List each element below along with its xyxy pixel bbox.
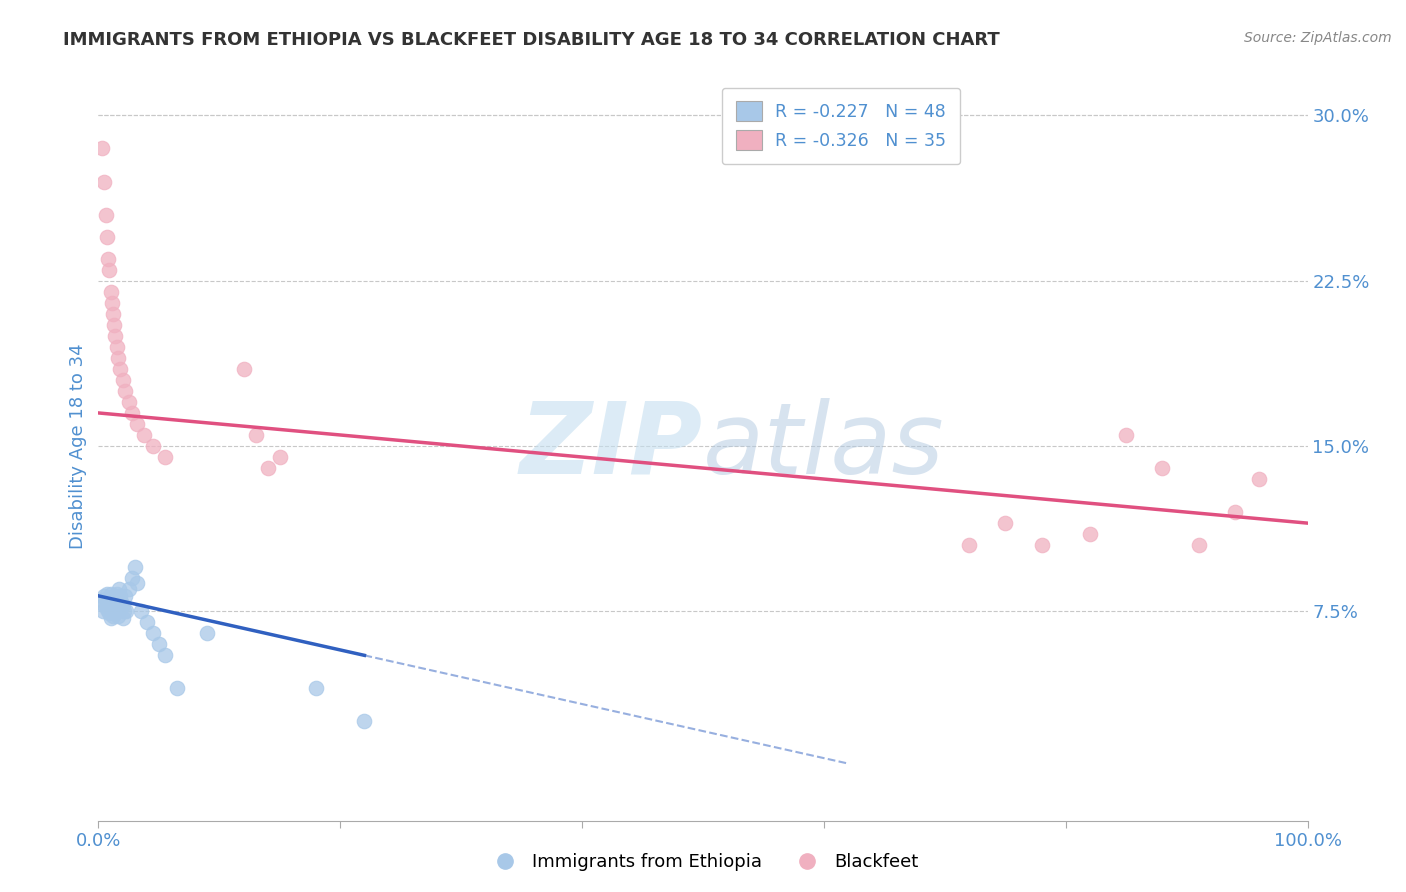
Point bbox=[1031, 538, 1053, 552]
Point bbox=[107, 351, 129, 365]
Point bbox=[118, 395, 141, 409]
Point bbox=[98, 607, 121, 621]
Text: ZIP: ZIP bbox=[520, 398, 703, 494]
Point bbox=[957, 538, 980, 552]
Point bbox=[100, 587, 122, 601]
Point bbox=[108, 362, 131, 376]
Point bbox=[91, 593, 114, 607]
Point bbox=[111, 611, 134, 625]
Point bbox=[118, 582, 141, 597]
Point bbox=[101, 608, 124, 623]
Point bbox=[103, 318, 125, 332]
Point bbox=[256, 461, 278, 475]
Point bbox=[1152, 461, 1174, 475]
Point bbox=[105, 599, 128, 614]
Point bbox=[101, 595, 124, 609]
Point bbox=[93, 175, 115, 189]
Point bbox=[148, 637, 170, 651]
Point bbox=[104, 328, 127, 343]
Point bbox=[111, 598, 134, 612]
Point bbox=[127, 575, 149, 590]
Point bbox=[153, 648, 176, 663]
Point bbox=[121, 571, 143, 585]
Point bbox=[100, 599, 122, 614]
Point bbox=[142, 439, 165, 453]
Point bbox=[100, 295, 122, 310]
Point bbox=[269, 450, 291, 464]
Point bbox=[121, 406, 143, 420]
Text: atlas: atlas bbox=[703, 398, 945, 494]
Point bbox=[101, 307, 124, 321]
Point bbox=[100, 611, 122, 625]
Point bbox=[1078, 527, 1101, 541]
Point bbox=[97, 252, 120, 266]
Point bbox=[91, 604, 114, 618]
Point bbox=[127, 417, 149, 431]
Point bbox=[97, 599, 120, 614]
Point bbox=[97, 595, 120, 609]
Point bbox=[96, 229, 118, 244]
Legend: Immigrants from Ethiopia, Blackfeet: Immigrants from Ethiopia, Blackfeet bbox=[479, 847, 927, 879]
Point bbox=[96, 587, 118, 601]
Point bbox=[142, 626, 165, 640]
Text: Source: ZipAtlas.com: Source: ZipAtlas.com bbox=[1244, 31, 1392, 45]
Point bbox=[98, 262, 121, 277]
Point bbox=[103, 589, 125, 603]
Point bbox=[105, 587, 128, 601]
Point bbox=[134, 428, 156, 442]
Point bbox=[110, 595, 132, 609]
Point bbox=[103, 602, 125, 616]
Point bbox=[111, 373, 134, 387]
Point bbox=[107, 595, 129, 609]
Point bbox=[91, 141, 114, 155]
Point bbox=[115, 604, 138, 618]
Point bbox=[129, 604, 152, 618]
Point bbox=[108, 582, 131, 597]
Point bbox=[100, 593, 122, 607]
Point bbox=[104, 593, 127, 607]
Point bbox=[104, 607, 127, 621]
Point bbox=[96, 602, 118, 616]
Point bbox=[108, 589, 131, 603]
Point bbox=[112, 604, 135, 618]
Point bbox=[108, 602, 131, 616]
Point bbox=[93, 598, 115, 612]
Point bbox=[1115, 428, 1137, 442]
Legend: R = -0.227   N = 48, R = -0.326   N = 35: R = -0.227 N = 48, R = -0.326 N = 35 bbox=[721, 87, 960, 164]
Point bbox=[245, 428, 267, 442]
Point bbox=[114, 589, 136, 603]
Point bbox=[166, 681, 188, 696]
Text: IMMIGRANTS FROM ETHIOPIA VS BLACKFEET DISABILITY AGE 18 TO 34 CORRELATION CHART: IMMIGRANTS FROM ETHIOPIA VS BLACKFEET DI… bbox=[63, 31, 1000, 49]
Point bbox=[994, 516, 1017, 530]
Point bbox=[107, 608, 129, 623]
Point bbox=[195, 626, 218, 640]
Y-axis label: Disability Age 18 to 34: Disability Age 18 to 34 bbox=[69, 343, 87, 549]
Point bbox=[353, 714, 375, 729]
Point bbox=[98, 591, 121, 605]
Point bbox=[305, 681, 328, 696]
Point bbox=[124, 560, 146, 574]
Point bbox=[114, 384, 136, 398]
Point bbox=[94, 593, 117, 607]
Point bbox=[93, 589, 115, 603]
Point bbox=[1249, 472, 1271, 486]
Point bbox=[94, 208, 117, 222]
Point bbox=[100, 285, 122, 299]
Point bbox=[100, 604, 122, 618]
Point bbox=[153, 450, 176, 464]
Point bbox=[1188, 538, 1211, 552]
Point bbox=[1223, 505, 1246, 519]
Point bbox=[232, 362, 254, 376]
Point bbox=[135, 615, 157, 630]
Point bbox=[105, 340, 128, 354]
